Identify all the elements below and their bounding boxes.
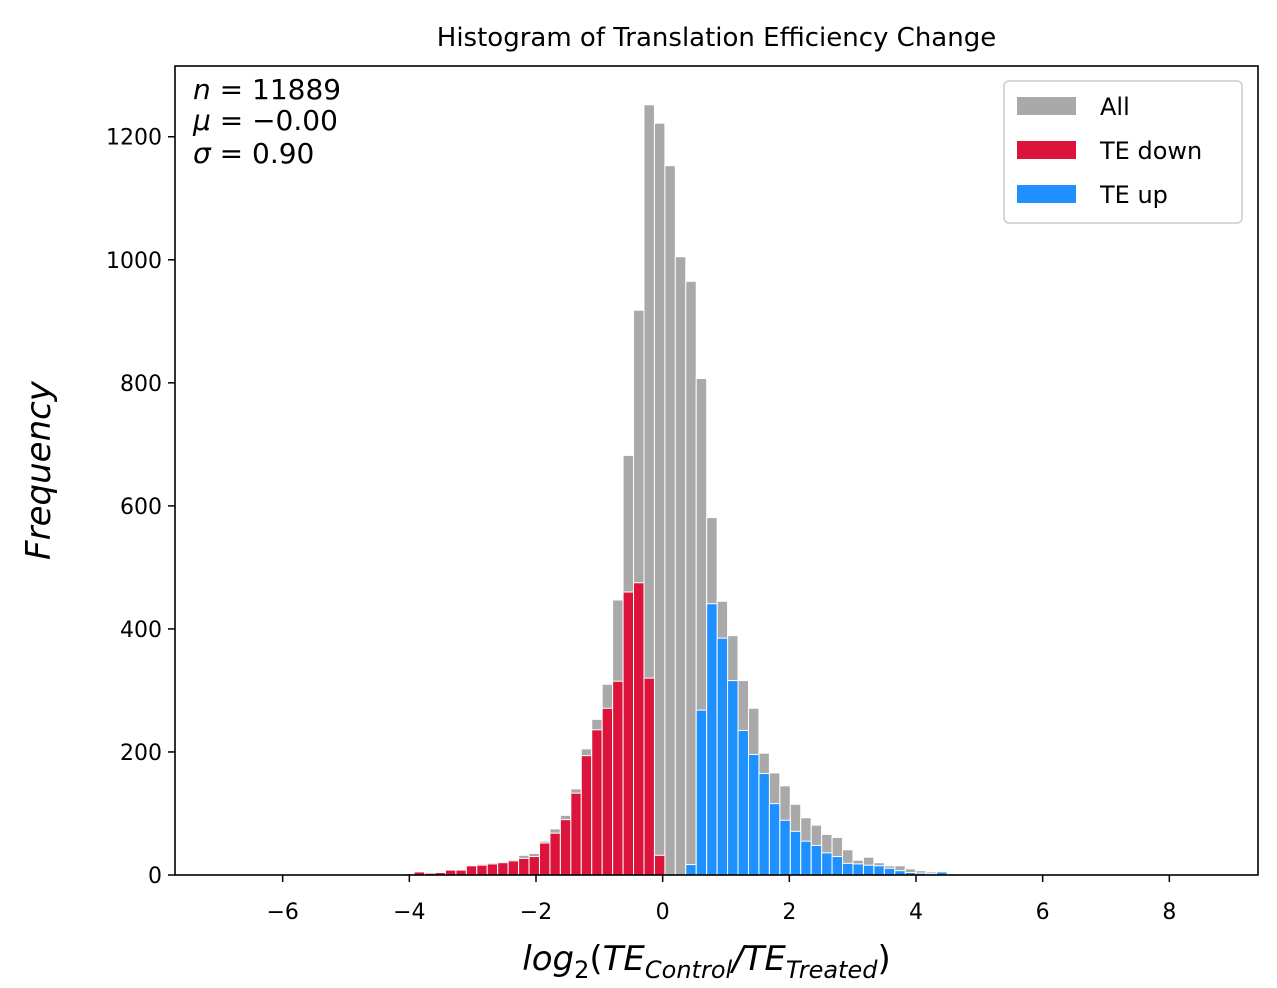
bar-te-down [559, 819, 572, 876]
x-axis-title-denominator: TE [744, 939, 787, 979]
bar-te-down [518, 857, 530, 876]
bar-te-down [570, 792, 582, 876]
bar-all [685, 280, 697, 876]
bar-te-up [716, 637, 729, 876]
bar-te-up [862, 864, 875, 876]
bar-te-down [622, 591, 635, 876]
x-axis-title-numerator-sub: Control [645, 956, 733, 984]
bar-te-up [810, 844, 823, 876]
bar-te-down [580, 755, 593, 876]
x-tick-label: 6 [1036, 900, 1050, 925]
stat-mean: μ = −0.00 [192, 104, 338, 137]
bar-te-down [612, 680, 624, 876]
x-tick-label: −4 [393, 900, 425, 925]
bar-te-up [768, 803, 781, 876]
x-tick-label: −2 [520, 900, 552, 925]
stat-sd: σ = 0.90 [193, 137, 314, 170]
bar-te-up [758, 772, 770, 876]
legend-swatch-te-up [1017, 185, 1076, 203]
stats-annotation: n = 11889 μ = −0.00 σ = 0.90 [192, 73, 341, 170]
legend-swatch-te-down [1017, 141, 1076, 159]
legend-label-te-up: TE up [1099, 181, 1168, 209]
chart-title: Histogram of Translation Efficiency Chan… [437, 23, 996, 53]
x-axis-title-denominator-sub: Treated [786, 956, 878, 984]
bar-te-down [633, 582, 645, 876]
bar-te-up [852, 863, 864, 876]
bar-te-down [476, 864, 488, 876]
legend-label-te-down: TE down [1099, 137, 1202, 165]
bar-te-up [800, 840, 812, 876]
y-tick-label: 200 [120, 741, 162, 766]
bar-all [653, 122, 666, 876]
bar-te-up [779, 819, 791, 876]
y-tick-label: 1200 [106, 126, 162, 151]
bar-te-up [695, 709, 708, 876]
x-axis-title-close-paren: ) [877, 939, 890, 979]
bar-te-up [747, 753, 760, 876]
bar-te-up [883, 867, 896, 876]
bar-te-down [653, 854, 666, 876]
x-axis-title-numerator: TE [603, 939, 646, 979]
stat-n: n = 11889 [193, 73, 341, 106]
x-axis-title-slash: / [729, 939, 747, 979]
bar-te-up [706, 603, 718, 876]
bar-te-down [549, 832, 561, 876]
legend: All TE down TE up [1003, 80, 1243, 224]
x-axis-title-log: log [522, 939, 574, 979]
bar-te-up [842, 862, 854, 876]
x-tick-label: 4 [909, 900, 923, 925]
bar-te-up [727, 680, 739, 876]
x-tick-label: 0 [656, 900, 670, 925]
bar-te-up [873, 865, 885, 876]
x-tick-label: 8 [1162, 900, 1176, 925]
bar-te-down [497, 862, 509, 876]
y-tick-label: 600 [120, 495, 162, 520]
x-axis-title-log-sub: 2 [574, 956, 589, 984]
bar-te-up [789, 830, 802, 876]
bar-te-down [601, 707, 614, 876]
plot-frame [174, 65, 1259, 876]
ticks-layer: −6 −4 −2 0 2 4 6 8 0 200 400 600 800 1000 1200 [106, 126, 1176, 925]
x-axis-title-open-paren: ( [589, 939, 602, 979]
legend-label-all: All [1100, 93, 1130, 121]
bar-all [664, 165, 676, 876]
y-tick-label: 1000 [106, 249, 162, 274]
bar-te-down [486, 863, 499, 876]
bar-all [674, 256, 687, 876]
legend-swatch-all [1017, 97, 1076, 115]
x-tick-label: 2 [782, 900, 796, 925]
x-tick-label: −6 [266, 900, 298, 925]
y-tick-label: 0 [148, 864, 162, 889]
y-axis-title: Frequency [19, 380, 59, 560]
bar-te-down [507, 860, 520, 876]
y-tick-label: 400 [120, 618, 162, 643]
bar-te-up [685, 864, 697, 876]
bar-te-down [538, 842, 551, 876]
y-tick-label: 800 [120, 372, 162, 397]
bar-te-up [737, 729, 749, 876]
x-axis-title: log2(TEControl/TETreated) [522, 939, 890, 984]
bar-te-down [528, 856, 540, 876]
bar-te-down [465, 865, 478, 876]
bars-layer [403, 104, 990, 876]
bar-te-down [643, 677, 655, 876]
bar-te-up [831, 856, 844, 876]
bar-te-down [591, 729, 603, 876]
bar-te-up [821, 852, 833, 876]
